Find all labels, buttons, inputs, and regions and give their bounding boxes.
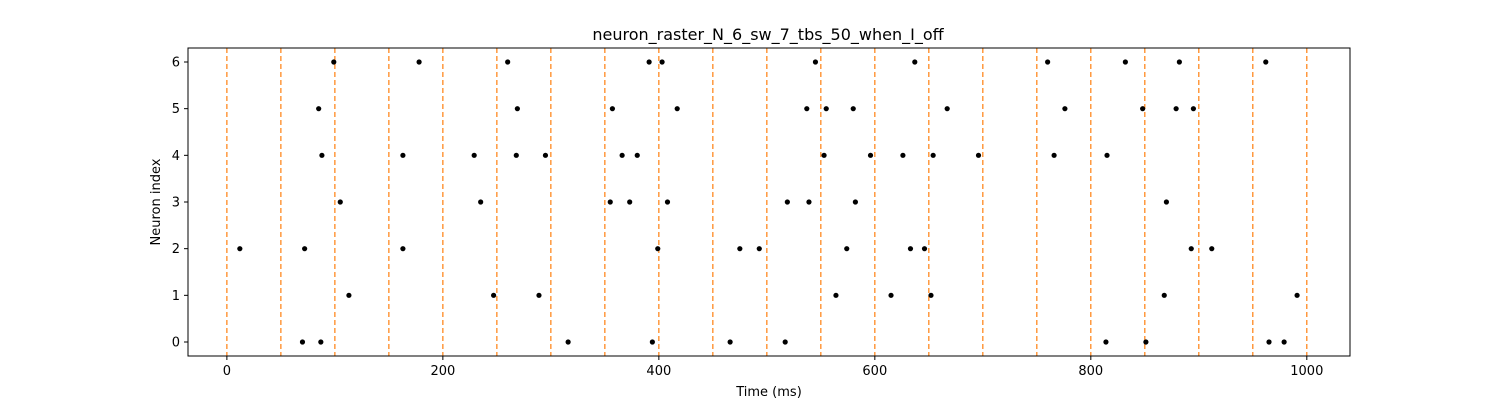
spike-point-0-26 [921, 246, 928, 252]
spike-point-0-9 [1281, 339, 1287, 345]
y-tick-label-6: 6 [172, 56, 180, 71]
spike-point-0-48 [930, 152, 936, 158]
y-tick-label-5: 5 [172, 102, 180, 117]
x-tick-label-0: 0 [223, 364, 231, 379]
spike-point-0-64 [331, 59, 337, 65]
spike-point-0-31 [607, 199, 613, 205]
spike-point-0-21 [655, 246, 661, 252]
spike-point-0-59 [944, 106, 950, 112]
spike-point-0-16 [1161, 292, 1167, 298]
x-tick-label-3: 600 [862, 364, 887, 379]
spike-point-0-60 [1062, 106, 1068, 112]
spike-point-0-44 [634, 152, 640, 158]
spike-point-0-30 [478, 199, 484, 205]
spike-point-0-33 [664, 199, 671, 205]
spike-point-0-25 [907, 246, 914, 252]
y-tick-label-4: 4 [172, 149, 180, 164]
spike-point-0-19 [302, 246, 308, 252]
spike-point-0-23 [756, 246, 762, 252]
spike-point-0-53 [514, 106, 520, 112]
y-tick-label-0: 0 [172, 336, 180, 351]
chart-title: neuron_raster_N_6_sw_7_tbs_50_when_I_off [592, 25, 944, 45]
spike-point-0-55 [674, 106, 680, 112]
spike-point-0-7 [1143, 339, 1149, 345]
spike-point-0-73 [1176, 59, 1182, 65]
spike-point-0-10 [346, 292, 352, 298]
spike-point-0-43 [619, 152, 625, 158]
spike-point-0-70 [912, 59, 918, 65]
spike-point-0-14 [888, 292, 894, 298]
spike-point-0-18 [237, 246, 243, 252]
spike-point-0-52 [316, 106, 322, 112]
spike-point-0-54 [609, 106, 616, 112]
spike-point-0-24 [844, 246, 850, 252]
x-tick-label-2: 400 [646, 364, 671, 379]
spike-point-0-3 [649, 339, 655, 345]
y-tick-label-1: 1 [172, 289, 180, 304]
spike-point-0-4 [727, 339, 733, 345]
spike-point-0-38 [319, 152, 325, 158]
spike-point-0-34 [784, 199, 790, 205]
x-ticks: 0 200 400 600 800 1000 [223, 356, 1323, 379]
x-tick-label-1: 200 [430, 364, 455, 379]
spike-point-0-6 [1103, 339, 1109, 345]
spike-point-0-74 [1263, 59, 1269, 65]
spike-point-0-49 [975, 152, 982, 158]
spike-point-0-17 [1294, 292, 1300, 298]
spike-point-0-57 [823, 106, 829, 112]
spike-point-0-67 [646, 59, 652, 65]
spike-point-0-56 [804, 106, 810, 112]
spike-point-0-35 [806, 199, 812, 205]
spike-point-0-11 [491, 292, 497, 298]
spike-point-0-29 [337, 199, 343, 205]
spike-point-0-65 [416, 59, 422, 65]
spike-point-0-12 [536, 292, 542, 298]
x-tick-label-4: 800 [1078, 364, 1103, 379]
spike-point-0-62 [1173, 106, 1179, 112]
spike-point-0-28 [1209, 246, 1215, 252]
spike-point-0-1 [318, 339, 324, 345]
spike-point-0-72 [1122, 59, 1128, 65]
y-ticks: 0 1 2 3 4 5 6 [172, 56, 188, 351]
spike-point-0-45 [821, 152, 827, 158]
spike-point-0-5 [782, 339, 788, 345]
spike-point-0-41 [513, 152, 519, 158]
spike-point-0-69 [812, 59, 819, 65]
spike-point-0-40 [471, 152, 477, 158]
spike-point-0-71 [1045, 59, 1051, 65]
spike-point-0-22 [737, 246, 743, 252]
spike-point-0-68 [659, 59, 665, 65]
spike-point-0-66 [505, 59, 511, 65]
spike-point-0-46 [867, 152, 874, 158]
vline-layer [226, 48, 1308, 356]
spike-point-0-50 [1051, 152, 1057, 158]
spike-point-0-0 [299, 339, 306, 345]
spike-point-0-58 [850, 106, 856, 112]
spike-point-0-61 [1140, 106, 1146, 112]
y-tick-label-2: 2 [172, 242, 180, 257]
spike-point-0-15 [928, 292, 934, 298]
spike-point-0-42 [542, 152, 549, 158]
spike-point-0-32 [627, 199, 633, 205]
spike-point-0-2 [565, 339, 571, 345]
spike-point-0-8 [1266, 339, 1272, 345]
spike-point-0-37 [1163, 199, 1170, 205]
x-tick-label-5: 1000 [1290, 364, 1323, 379]
spike-point-0-36 [852, 199, 858, 205]
spike-point-0-20 [400, 246, 406, 252]
spike-point-0-39 [400, 152, 406, 158]
y-axis-label: Neuron index [149, 158, 164, 245]
y-tick-label-3: 3 [172, 196, 180, 211]
points-layer [237, 59, 1300, 345]
spike-point-0-47 [900, 152, 906, 158]
spike-point-0-27 [1188, 246, 1194, 252]
spike-point-0-13 [833, 292, 839, 298]
spike-point-0-51 [1104, 152, 1110, 158]
spike-point-0-63 [1190, 106, 1197, 112]
x-axis-label: Time (ms) [735, 385, 802, 400]
